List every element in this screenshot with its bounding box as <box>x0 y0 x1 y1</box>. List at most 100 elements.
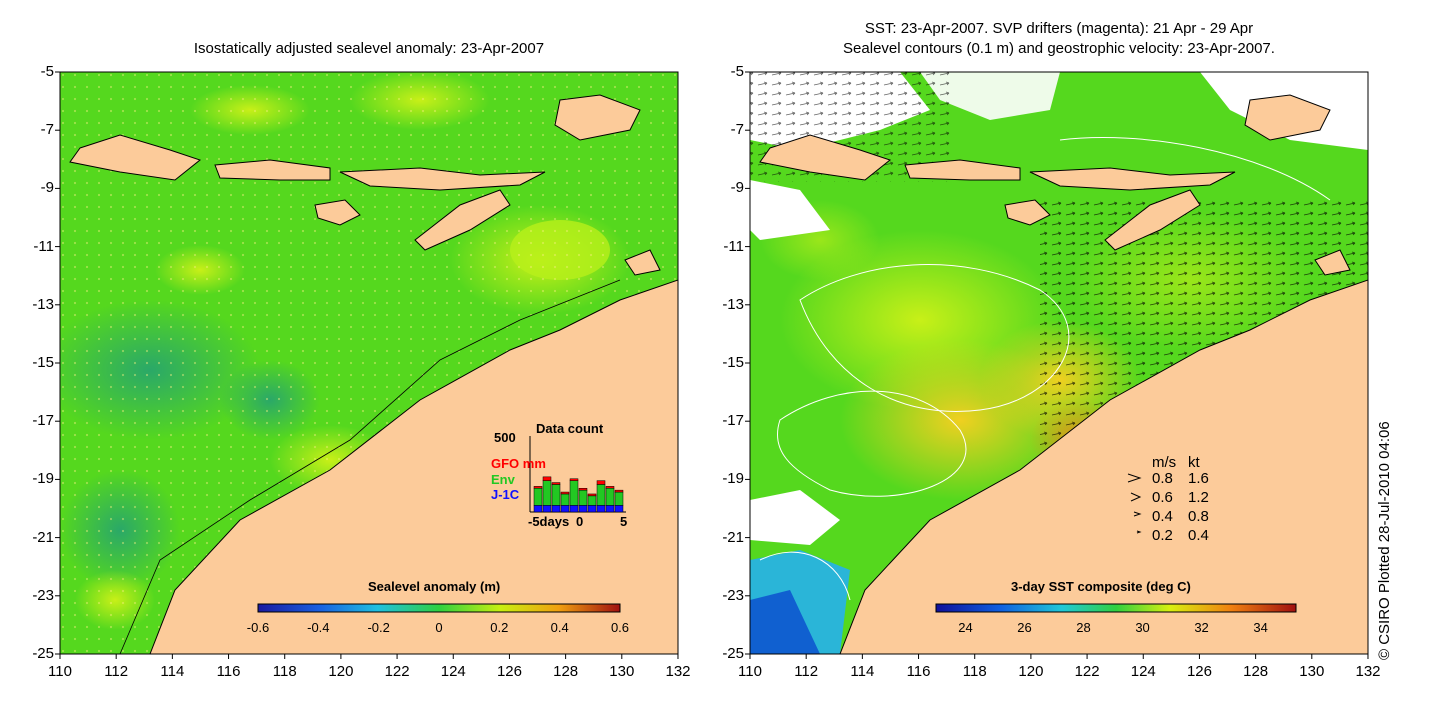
velocity-kt-value: 1.2 <box>1188 489 1209 506</box>
x-tick-label: 118 <box>272 663 297 680</box>
y-tick-label: -17 <box>32 412 54 430</box>
colorbar-tick-label: 34 <box>1253 620 1268 635</box>
bar-j1c <box>560 505 570 513</box>
y-tick-label: -21 <box>32 528 54 546</box>
y-tick-label: -15 <box>722 354 744 371</box>
y-tick-label: -11 <box>723 237 744 255</box>
bar-gfo <box>569 478 579 481</box>
bar-gfo <box>551 482 561 485</box>
colorbar-tick-label: 0.4 <box>550 620 569 635</box>
y-tick-label: -13 <box>32 295 54 313</box>
data-count-ymax: 500 <box>494 430 516 445</box>
bar-env <box>614 491 624 506</box>
x-tick-label: 128 <box>1243 663 1269 680</box>
colorbar-tick-label: 24 <box>958 620 973 635</box>
bar-j1c <box>533 505 543 513</box>
bar-j1c <box>605 505 615 513</box>
y-tick-label: -5 <box>730 63 744 80</box>
bar-gfo <box>596 480 606 485</box>
x-tick-label: 126 <box>1186 663 1212 680</box>
velocity-ms-value: 0.2 <box>1152 527 1173 544</box>
left-panel-title: Isostatically adjusted sealevel anomaly:… <box>193 40 545 57</box>
x-tick-label: 114 <box>850 663 875 680</box>
bar-env <box>596 484 606 506</box>
data-count-title: Data count <box>536 421 604 436</box>
x-tick-label: 130 <box>1299 663 1325 680</box>
x-tick-label: 122 <box>384 663 410 680</box>
data-count-inset <box>529 436 626 513</box>
data-count-x-mid: 0 <box>576 514 584 529</box>
y-tick-label: -23 <box>722 586 744 604</box>
x-tick-label: 120 <box>328 663 354 680</box>
y-tick-label: -19 <box>32 470 54 488</box>
sealevel-anomaly-map <box>60 72 678 654</box>
x-tick-label: 124 <box>440 663 466 680</box>
bar-j1c <box>578 505 588 513</box>
sealevel-colorbar <box>257 603 621 613</box>
velocity-header-kt: kt <box>1188 454 1200 471</box>
colorbar-tick-label: 26 <box>1017 620 1032 635</box>
bar-env <box>533 488 543 506</box>
x-tick-label: 110 <box>738 663 762 680</box>
copyright-credit: © CSIRO Plotted 28-Jul-2010 04:06 <box>1376 421 1393 660</box>
right-panel-title-line2: Sealevel contours (0.1 m) and geostrophi… <box>843 40 1275 57</box>
bar-env <box>587 495 597 506</box>
axis-tick-marks <box>55 71 1369 659</box>
y-tick-label: -23 <box>32 586 54 604</box>
bar-gfo <box>578 488 588 491</box>
bar-gfo <box>614 489 624 493</box>
data-count-x-left: -5days <box>528 514 570 529</box>
bar-gfo <box>587 493 597 497</box>
y-tick-label: -19 <box>722 470 744 488</box>
bar-j1c <box>551 505 561 513</box>
x-tick-label: 112 <box>104 663 129 680</box>
y-tick-label: -11 <box>33 237 54 255</box>
x-tick-label: 112 <box>794 663 819 680</box>
sst-colorbar-label: 3-day SST composite (deg C) <box>1011 579 1191 594</box>
velocity-ms-value: 0.4 <box>1152 508 1173 525</box>
bar-env <box>542 480 552 506</box>
bar-j1c <box>587 505 597 513</box>
y-tick-label: -5 <box>40 63 54 80</box>
colorbar-tick-label: -0.4 <box>307 620 330 635</box>
x-tick-label: 114 <box>160 663 185 680</box>
x-tick-label: 122 <box>1074 663 1100 680</box>
colorbar-tick-label: -0.6 <box>246 620 270 635</box>
bar-j1c <box>542 505 552 513</box>
x-tick-label: 124 <box>1130 663 1156 680</box>
velocity-kt-value: 1.6 <box>1188 470 1209 487</box>
colorbar-tick-label: 0.6 <box>610 620 630 635</box>
colorbar-tick-label: 0.2 <box>490 620 509 635</box>
velocity-legend-arrows <box>1127 473 1142 534</box>
legend-env: Env <box>491 472 515 487</box>
y-tick-label: -9 <box>40 179 54 197</box>
colorbar-tick-label: 32 <box>1194 620 1209 635</box>
bar-env <box>605 488 615 506</box>
legend-gfo: GFO mm <box>491 456 546 471</box>
y-tick-label: -17 <box>722 412 744 430</box>
y-tick-label: -25 <box>722 645 744 662</box>
bar-env <box>578 489 588 506</box>
bar-gfo <box>533 486 543 489</box>
y-tick-label: -21 <box>722 528 744 546</box>
bar-gfo <box>560 491 570 495</box>
sst-map <box>750 72 1368 654</box>
y-tick-label: -7 <box>40 121 54 139</box>
velocity-header-ms: m/s <box>1152 454 1177 471</box>
x-tick-label: 116 <box>906 663 931 680</box>
colorbar-tick-label: 0 <box>435 620 443 635</box>
bar-gfo <box>605 486 615 489</box>
y-tick-label: -9 <box>730 179 744 197</box>
sst-colorbar <box>935 603 1297 613</box>
y-tick-label: -7 <box>730 121 744 139</box>
x-tick-label: 120 <box>1018 663 1044 680</box>
bar-j1c <box>596 505 606 513</box>
x-tick-label: 110 <box>48 663 72 680</box>
x-tick-label: 116 <box>216 663 241 680</box>
bar-env <box>560 493 570 506</box>
velocity-kt-value: 0.8 <box>1188 508 1209 525</box>
colorbar-tick-label: 30 <box>1135 620 1150 635</box>
bar-env <box>551 484 561 506</box>
bar-j1c <box>569 505 579 513</box>
